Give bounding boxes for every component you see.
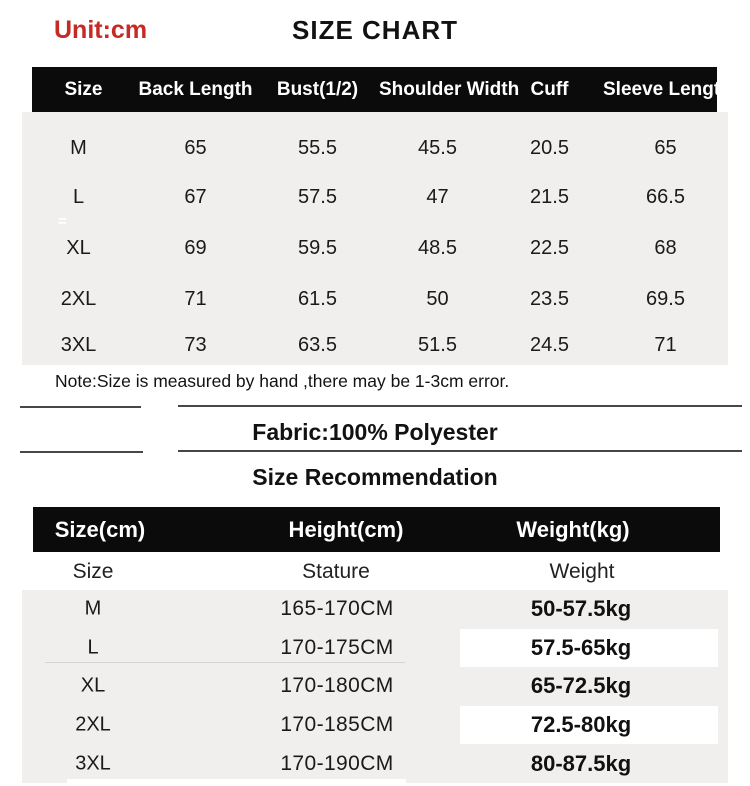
table-cell: L <box>87 636 99 659</box>
table-row-3xl: 3XL 73 63.5 51.5 24.5 71 <box>22 325 728 365</box>
table-cell: 69 <box>184 237 207 259</box>
header-cell-shoulder-width: Shoulder Width <box>379 78 520 100</box>
table-cell: 165-170CM <box>280 597 394 621</box>
header-cell-weight-kg: Weight(kg) <box>516 516 630 542</box>
divider-line <box>20 451 143 453</box>
table-row-xl: XL 69 59.5 48.5 22.5 68 <box>22 223 728 274</box>
divider-line <box>178 450 742 452</box>
table-cell: 50 <box>426 288 449 310</box>
table-cell: 2XL <box>75 713 111 736</box>
table-cell: 57.5-65kg <box>530 634 632 660</box>
table-row-l: L 67 57.5 47 21.5 66.5 <box>22 171 728 223</box>
table-cell: 2XL <box>60 288 97 310</box>
table-row-xl: XL 170-180CM 65-72.5kg <box>22 667 728 706</box>
recommendation-table-header: Size(cm) Height(cm) Weight(kg) <box>33 507 720 552</box>
header-cell-bust: Bust(1/2) <box>276 78 359 100</box>
subheader-cell-weight: Weight <box>549 560 615 583</box>
table-cell: 24.5 <box>530 333 569 356</box>
watermark-artifact: = <box>58 213 67 230</box>
table-cell: M <box>84 597 102 620</box>
table-row-2xl: 2XL 71 61.5 50 23.5 69.5 <box>22 274 728 325</box>
subheader-cell-stature: Stature <box>302 560 370 583</box>
table-cell: 3XL <box>60 333 97 356</box>
recommendation-subheader: Size Stature Weight <box>22 556 728 588</box>
header-cell-sleeve-length: Sleeve Length <box>603 78 732 100</box>
table-cell: XL <box>80 674 106 697</box>
divider-line <box>20 406 141 408</box>
table-cell: 65-72.5kg <box>530 673 632 699</box>
table-cell: 59.5 <box>298 237 337 259</box>
table-cell: L <box>72 185 85 208</box>
highlight-band <box>460 628 718 668</box>
table-cell: 80-87.5kg <box>530 750 632 776</box>
table-cell: 63.5 <box>298 333 337 356</box>
measurement-table-header: Size Back Length Bust(1/2) Shoulder Widt… <box>32 67 732 112</box>
table-cell: 51.5 <box>418 333 457 356</box>
header-cell-size-cm: Size(cm) <box>54 516 146 542</box>
table-row-m: M 65 55.5 45.5 20.5 65 <box>22 125 728 171</box>
table-cell: 170-185CM <box>280 713 394 737</box>
table-cell: 73 <box>184 333 207 356</box>
table-cell: 20.5 <box>530 136 569 159</box>
row-divider-line <box>45 662 405 663</box>
table-cell: 65 <box>654 136 677 159</box>
table-cell: 69.5 <box>646 288 685 310</box>
table-cell: 45.5 <box>418 136 457 159</box>
table-cell: 3XL <box>75 752 111 775</box>
table-row-2xl: 2XL 170-185CM 72.5-80kg <box>22 705 728 745</box>
table-cell: 48.5 <box>418 237 457 259</box>
table-cell: 47 <box>426 185 449 208</box>
header-cell-size: Size <box>64 78 103 100</box>
bottom-edge-artifact <box>67 779 406 786</box>
table-cell: 170-190CM <box>280 751 394 775</box>
table-cell: 170-180CM <box>280 674 394 698</box>
table-cell: 72.5-80kg <box>530 712 632 738</box>
table-cell: 71 <box>654 333 677 356</box>
subheader-cell-size: Size <box>72 560 114 583</box>
table-cell: 57.5 <box>298 185 337 208</box>
unit-label: Unit:cm <box>54 16 148 44</box>
page-title: SIZE CHART <box>292 15 458 45</box>
table-cell: 65 <box>184 136 207 159</box>
header-cell-height-cm: Height(cm) <box>288 516 404 542</box>
table-cell: 66.5 <box>646 185 685 208</box>
header-cell-back-length: Back Length <box>138 78 253 100</box>
table-cell: M <box>70 136 87 159</box>
table-cell: 68 <box>654 237 677 259</box>
table-row-l: L 170-175CM 57.5-65kg <box>22 628 728 668</box>
table-cell: XL <box>66 237 91 259</box>
measurement-table-body: M 65 55.5 45.5 20.5 65 L 67 57.5 47 21.5… <box>22 112 728 365</box>
fabric-info: Fabric:100% Polyester <box>252 419 498 445</box>
table-cell: 67 <box>184 185 207 208</box>
highlight-band <box>460 705 718 745</box>
table-cell: 61.5 <box>298 288 337 310</box>
table-row-3xl: 3XL 170-190CM 80-87.5kg <box>22 744 728 783</box>
measurement-note: Note:Size is measured by hand ,there may… <box>55 371 510 391</box>
table-row-m: M 165-170CM 50-57.5kg <box>22 590 728 629</box>
table-cell: 21.5 <box>530 185 569 208</box>
table-cell: 170-175CM <box>280 635 394 659</box>
table-cell: 71 <box>184 288 207 310</box>
header-cell-cuff: Cuff <box>530 78 569 100</box>
table-cell: 22.5 <box>530 237 569 259</box>
table-cell: 50-57.5kg <box>530 596 632 622</box>
recommendation-table-body: M 165-170CM 50-57.5kg L 170-175CM 57.5-6… <box>22 590 728 783</box>
divider-line <box>178 405 742 407</box>
table-cell: 55.5 <box>298 136 337 159</box>
recommendation-title: Size Recommendation <box>252 464 498 490</box>
table-cell: 23.5 <box>530 288 569 310</box>
